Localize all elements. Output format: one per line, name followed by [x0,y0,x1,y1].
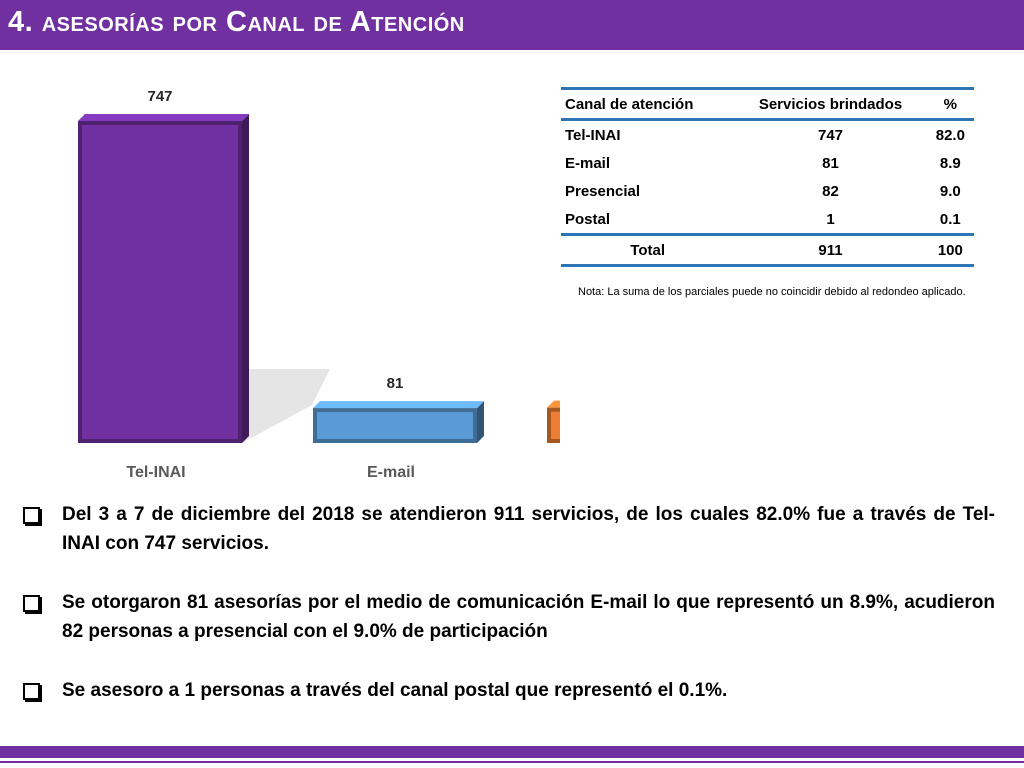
bullet-item: Del 3 a 7 de diciembre del 2018 se atend… [20,500,995,558]
bullet-list: Del 3 a 7 de diciembre del 2018 se atend… [20,500,995,735]
bar-shadow [242,369,330,443]
data-label: 81 [387,375,404,392]
bar-face [317,412,473,439]
bar-top [78,114,249,121]
bullet-text: Se asesoro a 1 personas a través del can… [62,680,728,701]
bar-top [547,400,560,408]
cell-servicios: 81 [822,154,839,172]
bar-face [82,125,238,439]
table-header-row: Canal de atención Servicios brindados % [561,88,974,120]
category-label: E-mail [367,464,415,481]
bullet-item: Se otorgaron 81 asesorías por el medio d… [20,588,995,646]
total-label: Total [630,241,666,259]
checkbox-bullet-icon [23,507,40,524]
bar-face [551,411,560,439]
table-total-row: Total 911 100 [561,234,974,266]
bullet-text: Se otorgaron 81 asesorías por el medio d… [62,592,995,642]
cell-percent: 0.1 [939,210,961,228]
total-servicios: 911 [818,241,843,259]
header-canal: Canal de atención [565,95,694,113]
cell-canal: Presencial [565,182,641,200]
bar-side [242,114,249,443]
bullet-item: Se asesoro a 1 personas a través del can… [20,676,995,705]
data-table: Canal de atención Servicios brindados % … [561,87,974,267]
cell-canal: Postal [565,210,611,228]
cell-servicios: 1 [826,210,835,228]
cell-percent: 9.0 [939,182,961,200]
bullet-text: Del 3 a 7 de diciembre del 2018 se atend… [62,504,995,554]
checkbox-bullet-icon [23,683,40,700]
slide-title: 4. asesorías por Canal de Atención [8,6,465,38]
cell-percent: 8.9 [939,154,961,172]
data-label: 747 [147,88,172,105]
category-label: Tel-INAI [126,464,185,481]
footer-line [0,761,1024,763]
cell-canal: E-mail [565,154,611,172]
table-row: Presencial 82 9.0 [561,177,974,205]
cell-servicios: 747 [817,126,844,144]
bar-top [313,401,484,409]
header-percent: % [943,95,958,113]
cell-canal: Tel-INAI [565,126,621,144]
checkbox-bullet-icon [23,595,40,612]
footer-bar [0,746,1024,758]
rounding-note: Nota: La suma de los parciales puede no … [578,286,966,298]
table-row: Tel-INAI 747 82.0 [561,120,974,150]
title-bar [0,0,1024,50]
table-row: E-mail 81 8.9 [561,149,974,177]
cell-servicios: 82 [822,182,839,200]
table-row: Postal 1 0.1 [561,205,974,235]
total-percent: 100 [937,241,963,259]
bar-side [477,401,484,443]
header-servicios: Servicios brindados [758,95,903,113]
cell-percent: 82.0 [935,126,965,144]
